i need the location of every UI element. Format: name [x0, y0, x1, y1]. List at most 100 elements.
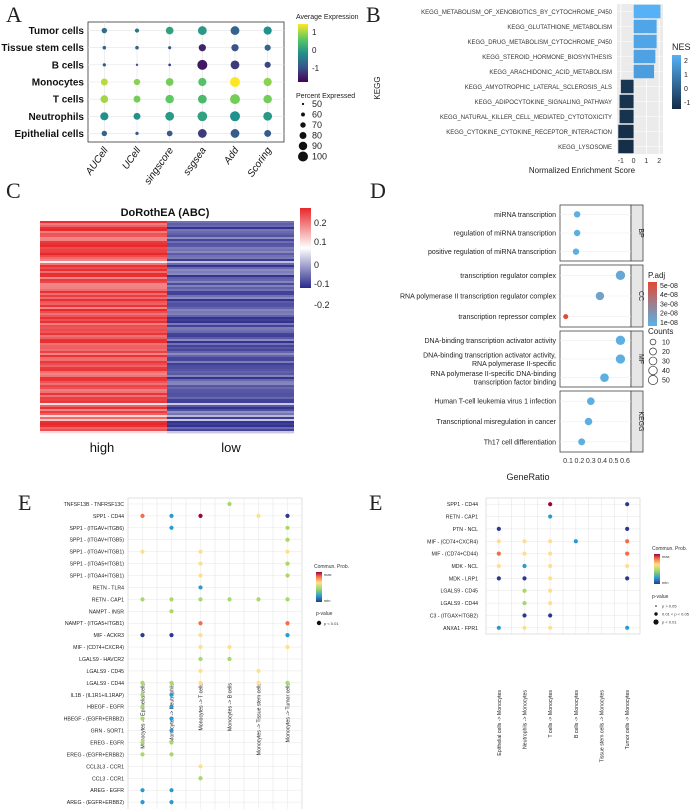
- panel-c-cell-high: [40, 327, 167, 330]
- panel-c-cell-high: [40, 347, 167, 350]
- panel-c-cell-high: [40, 281, 167, 284]
- panel-c-cell-high: [40, 231, 167, 234]
- panel-e-right-legend-title: Commun. Prob.: [652, 546, 687, 552]
- panel-b-x-tick: 1: [644, 158, 648, 165]
- panel-b-bar: [633, 34, 657, 49]
- panel-e-dot: [548, 600, 553, 606]
- panel-e-dot: [198, 561, 203, 566]
- panel-d-dot: [563, 314, 569, 320]
- panel-c-cell-high: [40, 427, 167, 430]
- panel-d-term-label: transcription regulator complex: [460, 273, 556, 280]
- panel-c-cell-high: [40, 255, 167, 258]
- panel-c-cell-low: [167, 257, 294, 260]
- panel-a-dot: [135, 45, 139, 50]
- panel-e-dot: [169, 752, 174, 757]
- panel-d-term-label: miRNA transcription: [494, 212, 556, 219]
- panel-c-cell-high: [40, 249, 167, 252]
- panel-c-cell-high: [40, 309, 167, 312]
- panel-d-term-label-line: miRNA transcription: [494, 212, 556, 219]
- panel-c-cell-high: [40, 393, 167, 396]
- panel-c-cell-low: [167, 413, 294, 416]
- panel-b-bar: [618, 124, 634, 139]
- panel-c-cell-high: [40, 423, 167, 426]
- panel-c-cell-low: [167, 307, 294, 310]
- panel-letter-e-right: E: [369, 490, 382, 515]
- panel-c-cell-low: [167, 261, 294, 264]
- panel-c-cell-high: [40, 415, 167, 418]
- panel-e-dot: [548, 551, 553, 556]
- panel-c-cell-low: [167, 267, 294, 270]
- panel-c-cell-low: [167, 273, 294, 276]
- panel-e-dot: [140, 788, 145, 793]
- panel-c-cell-high: [40, 221, 167, 224]
- panel-c-cell-low: [167, 323, 294, 326]
- panel-c-cell-high: [40, 431, 167, 434]
- panel-a-row-label: Tissue stem cells: [1, 43, 84, 54]
- panel-c-cell-low: [167, 325, 294, 328]
- panel-c-cell-high: [40, 293, 167, 296]
- panel-a-dot: [263, 26, 272, 35]
- panel-b-category-label: KEGG_AMYOTROPHIC_LATERAL_SCLEROSIS_ALS: [465, 85, 612, 91]
- panel-e-row-label: CCL3L3 - CCR1: [86, 764, 124, 770]
- panel-c-cell-low: [167, 253, 294, 256]
- panel-e-dot: [140, 740, 145, 745]
- panel-c-cell-low: [167, 327, 294, 330]
- panel-c-cell-high: [40, 311, 167, 314]
- panel-c-cell-low: [167, 373, 294, 376]
- panel-a-dot: [133, 95, 141, 103]
- panel-letter-c: C: [6, 178, 21, 203]
- panel-c-cell-high: [40, 421, 167, 424]
- panel-e-dot: [522, 625, 527, 630]
- panel-e-dot: [625, 551, 630, 556]
- panel-e-row-label: SPP1 - (ITGAV+ITGB1): [69, 550, 124, 556]
- panel-c-cell-high: [40, 341, 167, 344]
- panel-a-dot: [134, 28, 140, 33]
- panel-c-cell-low: [167, 291, 294, 294]
- panel-d-term-label-line: Transcriptional misregulation in cancer: [436, 419, 556, 426]
- panel-c-cell-low: [167, 371, 294, 374]
- panel-a-dot: [102, 63, 106, 67]
- panel-a-dot: [197, 59, 208, 70]
- panel-c-cell-low: [167, 403, 294, 406]
- panel-c-cell-high: [40, 351, 167, 354]
- panel-e-row-label: MIF - (CD74+CXCR4): [427, 539, 478, 545]
- panel-c-cell-low: [167, 317, 294, 320]
- panel-c-cell-high: [40, 363, 167, 366]
- panel-a-dot: [264, 61, 271, 68]
- panel-a-dot: [165, 26, 174, 35]
- panel-e-dot: [140, 704, 145, 709]
- panel-c-cell-high: [40, 333, 167, 336]
- panel-d-term-label-line: RNA polymerase II-specific DNA-binding: [430, 371, 556, 378]
- panel-e-dot: [198, 668, 203, 674]
- panel-a-dot: [197, 111, 208, 122]
- panel-e-dot: [522, 551, 527, 556]
- panel-e-left-legend-title: Commun. Prob.: [314, 564, 349, 570]
- panel-c-cell-high: [40, 337, 167, 340]
- panel-c-cell-low: [167, 389, 294, 392]
- panel-c-cell-high: [40, 307, 167, 310]
- panel-c-cell-low: [167, 311, 294, 314]
- panel-c-cell-low: [167, 341, 294, 344]
- panel-c-cell-low: [167, 235, 294, 238]
- panel-a-dot: [263, 111, 273, 121]
- panel-e-dot: [227, 656, 232, 662]
- panel-c-cell-high: [40, 361, 167, 364]
- panel-e-row-label: IL1B - (IL1R1+IL1RAP): [71, 693, 125, 699]
- panel-c-cell-low: [167, 379, 294, 382]
- panel-a-percent-legend-label: 90: [312, 141, 322, 151]
- panel-e-dot: [169, 800, 174, 805]
- panel-e-column-label: Monocytes -> B cells: [228, 683, 234, 731]
- panel-a-dot: [263, 77, 272, 87]
- panel-e-row-label: NAMPT - INSR: [89, 609, 124, 615]
- panel-c-cell-low: [167, 355, 294, 358]
- panel-b-category-label: KEGG_ADIPOCYTOKINE_SIGNALING_PATHWAY: [475, 100, 612, 106]
- panel-d-dot: [578, 438, 586, 446]
- panel-a-percent-legend-title: Percent Expressed: [296, 93, 355, 100]
- panel-c-cell-high: [40, 227, 167, 230]
- panel-e-dot: [169, 788, 174, 793]
- panel-d-padj-tick: 5e-08: [660, 283, 678, 290]
- panel-a-dot: [231, 44, 239, 52]
- panel-letter-a: A: [6, 2, 22, 27]
- panel-a-percent-legend-dot: [298, 141, 308, 151]
- panel-e-left-legend-min: min: [324, 598, 330, 603]
